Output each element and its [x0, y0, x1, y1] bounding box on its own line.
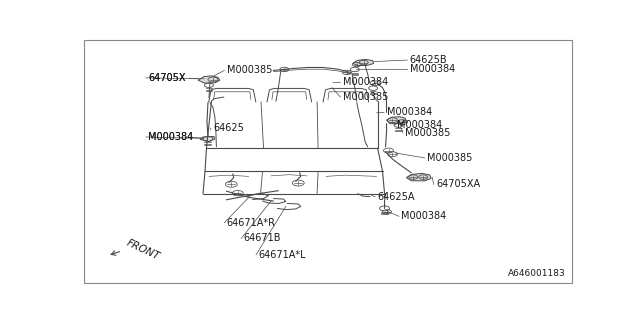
Text: 64625B: 64625B	[410, 55, 447, 65]
Text: M000385: M000385	[405, 128, 451, 138]
Text: M000384: M000384	[410, 64, 455, 74]
Text: 64705X: 64705X	[148, 73, 186, 83]
Text: M000385: M000385	[343, 92, 388, 102]
Polygon shape	[200, 136, 215, 141]
Text: M000384: M000384	[343, 77, 388, 87]
Text: A646001183: A646001183	[508, 269, 566, 278]
Text: M000385: M000385	[227, 65, 272, 76]
Text: 64705X: 64705X	[148, 73, 186, 83]
Text: M000385: M000385	[428, 153, 472, 163]
Text: 64625: 64625	[213, 123, 244, 133]
Text: FRONT: FRONT	[125, 238, 161, 262]
Text: 64705XA: 64705XA	[436, 179, 480, 189]
Text: M000384: M000384	[148, 132, 194, 142]
Polygon shape	[387, 117, 406, 124]
Polygon shape	[198, 76, 220, 83]
Text: M000384: M000384	[401, 211, 447, 221]
Text: M000384: M000384	[148, 132, 194, 142]
Text: M000384: M000384	[397, 120, 443, 130]
Polygon shape	[353, 59, 374, 66]
Text: M000384: M000384	[387, 107, 432, 117]
Text: 64671A*L: 64671A*L	[259, 250, 306, 260]
Text: 64671A*R: 64671A*R	[227, 218, 276, 228]
Text: 64625A: 64625A	[378, 192, 415, 202]
Text: 64671B: 64671B	[244, 234, 281, 244]
Polygon shape	[406, 173, 431, 181]
